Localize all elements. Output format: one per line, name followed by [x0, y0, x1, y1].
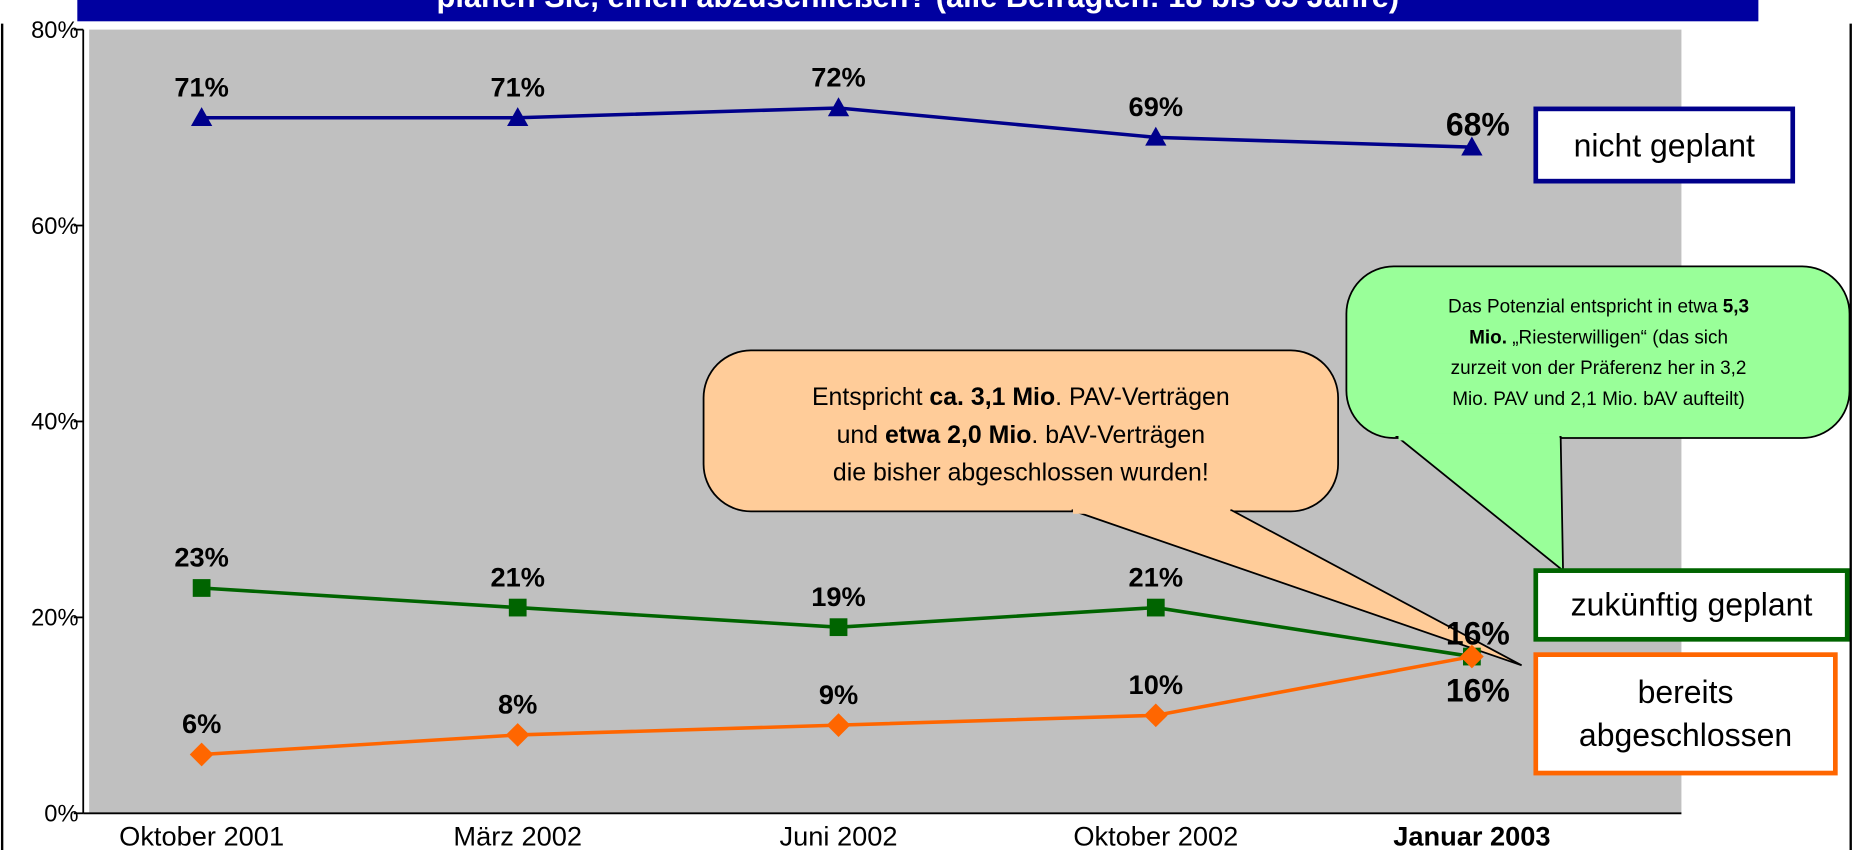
x-tick-label: Oktober 2001: [119, 820, 284, 850]
callouts: Entspricht ca. 3,1 Mio. PAV-Verträgen und…: [702, 265, 1851, 667]
data-label: 6%: [182, 708, 221, 739]
callout-box: [702, 349, 1339, 513]
data-label: 9%: [819, 679, 858, 710]
data-label: 8%: [498, 689, 537, 720]
x-tick-label: Juni 2002: [780, 820, 898, 850]
data-label: 68%: [1446, 106, 1510, 142]
annotation-text: Mio. PAV und 2,1 Mio. bAV aufteilt): [1452, 389, 1745, 410]
data-label: 10%: [1129, 669, 1183, 700]
legend-entry: nicht geplant: [1538, 111, 1791, 179]
y-tick-label: 0%: [44, 802, 78, 828]
annotation-text: und: [837, 421, 885, 449]
y-tick-label: 60%: [31, 214, 78, 240]
data-label: 21%: [490, 561, 544, 592]
annotation-line: Mio. PAV und 2,1 Mio. bAV aufteilt): [1452, 389, 1745, 410]
marker: [1461, 136, 1483, 156]
annotation-text: 5,3: [1723, 297, 1749, 318]
data-label: 72%: [811, 62, 865, 93]
annotation-line: Entspricht ca. 3,1 Mio. PAV-Verträgen: [812, 383, 1230, 411]
callout-joint: [1072, 506, 1231, 514]
data-label: 69%: [1129, 91, 1183, 122]
x-tick-label: Januar 2003: [1393, 820, 1550, 850]
data-label: 71%: [490, 71, 544, 102]
callout-joint: [1398, 433, 1560, 441]
marker: [508, 598, 527, 617]
annotation-text: . bAV-Verträgen: [1031, 421, 1205, 449]
annotation-line: Mio. „Riesterwilligen“ (das sich: [1469, 327, 1728, 348]
y-tick-label: 80%: [31, 18, 78, 44]
legend-label: zukünftig geplant: [1538, 572, 1845, 637]
annotation-text: . PAV-Verträgen: [1055, 383, 1230, 411]
data-label: 71%: [174, 71, 228, 102]
marker: [507, 107, 529, 127]
marker: [1146, 598, 1165, 617]
annotation-text: die bisher abgeschlossen wurden!: [833, 459, 1209, 487]
x-tick-label: März 2002: [453, 820, 582, 850]
annotation-line: die bisher abgeschlossen wurden!: [833, 459, 1209, 487]
data-label: 19%: [811, 581, 865, 612]
annotation-line: Das Potenzial entspricht in etwa 5,3: [1448, 297, 1749, 318]
callout-box: [1345, 265, 1851, 439]
marker: [827, 97, 850, 117]
marker: [829, 618, 848, 637]
marker: [1145, 126, 1167, 146]
data-label: 16%: [1446, 673, 1510, 709]
annotation-text: Das Potenzial entspricht in etwa: [1448, 297, 1723, 318]
data-label: 23%: [174, 542, 228, 573]
marker: [189, 742, 214, 767]
annotation-line: zurzeit von der Präferenz her in 3,2: [1451, 358, 1747, 379]
marker: [192, 579, 211, 597]
annotation-line: und etwa 2,0 Mio. bAV-Verträgen: [837, 421, 1206, 449]
legend-label: bereits abgeschlossen: [1538, 657, 1833, 771]
legend-entry: bereits abgeschlossen: [1538, 657, 1833, 771]
annotation-text: „Riesterwilligen“ (das sich: [1507, 327, 1728, 348]
data-label: 16%: [1446, 616, 1510, 652]
legend-entry: zukünftig geplant: [1538, 572, 1845, 637]
x-tick-label: Oktober 2002: [1073, 820, 1238, 850]
marker: [190, 107, 213, 127]
chart-title: planen Sie, einen abzuschließen? (alle B…: [437, 0, 1400, 14]
annotation-text: ca. 3,1 Mio: [929, 383, 1055, 411]
data-label: 21%: [1129, 561, 1183, 592]
annotation-text: Entspricht: [812, 383, 929, 411]
annotation-text: Mio.: [1469, 327, 1507, 348]
annotation-text: etwa 2,0 Mio: [885, 421, 1031, 449]
y-tick-label: 20%: [31, 606, 78, 632]
legend-label: nicht geplant: [1538, 111, 1791, 179]
title-banner: [77, 0, 1759, 22]
annotation-text: zurzeit von der Präferenz her in 3,2: [1451, 358, 1747, 379]
y-tick-label: 40%: [31, 410, 78, 436]
